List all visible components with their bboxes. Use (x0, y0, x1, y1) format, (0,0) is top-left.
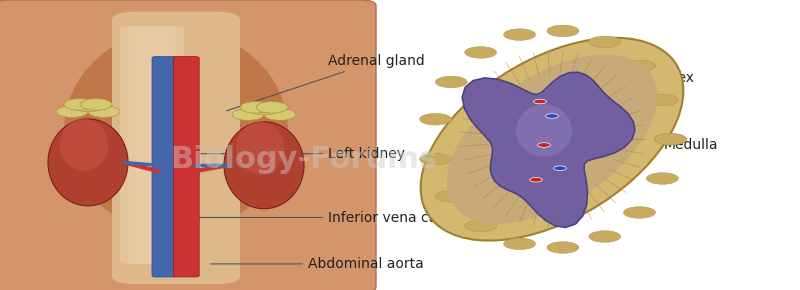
Ellipse shape (646, 173, 678, 184)
Text: Biology-Forums: Biology-Forums (170, 145, 438, 174)
Ellipse shape (236, 122, 284, 174)
Ellipse shape (503, 29, 535, 40)
Ellipse shape (88, 106, 120, 117)
Ellipse shape (465, 220, 497, 232)
Ellipse shape (264, 109, 296, 120)
Ellipse shape (64, 99, 96, 110)
Ellipse shape (60, 119, 108, 171)
Circle shape (538, 143, 550, 147)
FancyBboxPatch shape (152, 57, 178, 277)
Ellipse shape (547, 242, 579, 253)
Ellipse shape (421, 38, 683, 241)
Ellipse shape (435, 76, 467, 88)
Ellipse shape (420, 153, 452, 165)
Ellipse shape (224, 122, 304, 209)
Circle shape (546, 114, 558, 118)
FancyBboxPatch shape (128, 26, 176, 264)
Ellipse shape (623, 60, 655, 72)
Ellipse shape (256, 102, 288, 113)
Ellipse shape (420, 113, 452, 125)
Ellipse shape (547, 25, 579, 37)
Ellipse shape (654, 133, 686, 145)
Ellipse shape (503, 238, 535, 250)
Text: Left kidney: Left kidney (162, 147, 405, 161)
Text: Adrenal gland: Adrenal gland (226, 54, 425, 111)
Ellipse shape (654, 133, 686, 145)
Circle shape (530, 177, 542, 182)
Polygon shape (462, 72, 635, 227)
Circle shape (554, 166, 566, 171)
Ellipse shape (435, 191, 467, 202)
Ellipse shape (446, 55, 658, 224)
Ellipse shape (80, 99, 112, 110)
Ellipse shape (623, 207, 655, 218)
Circle shape (534, 99, 546, 104)
Ellipse shape (72, 100, 104, 112)
Text: Abdominal aorta: Abdominal aorta (210, 257, 424, 271)
FancyBboxPatch shape (112, 12, 240, 284)
Ellipse shape (589, 231, 621, 242)
FancyBboxPatch shape (0, 0, 376, 290)
Ellipse shape (232, 109, 264, 120)
Text: Cortex: Cortex (606, 71, 694, 85)
FancyBboxPatch shape (174, 57, 199, 277)
Ellipse shape (240, 102, 272, 113)
Ellipse shape (48, 119, 128, 206)
Ellipse shape (64, 29, 288, 232)
Text: Medulla: Medulla (610, 138, 718, 152)
Ellipse shape (465, 47, 497, 58)
Ellipse shape (248, 103, 280, 115)
FancyBboxPatch shape (120, 26, 184, 264)
Text: Inferior vena cava: Inferior vena cava (194, 211, 454, 224)
Ellipse shape (646, 94, 678, 106)
FancyBboxPatch shape (136, 26, 168, 264)
Ellipse shape (56, 106, 88, 117)
Ellipse shape (589, 36, 621, 48)
Ellipse shape (516, 104, 572, 157)
